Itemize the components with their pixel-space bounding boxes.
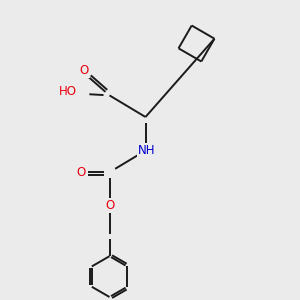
Text: O: O [105, 199, 114, 212]
Text: O: O [76, 166, 85, 179]
Text: O: O [80, 64, 89, 77]
Text: HO: HO [58, 85, 76, 98]
Text: NH: NH [138, 144, 156, 157]
